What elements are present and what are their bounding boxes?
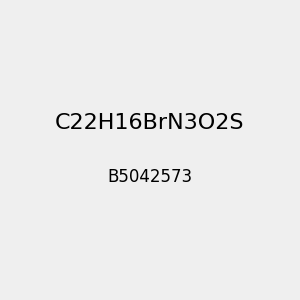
- Text: B5042573: B5042573: [107, 168, 193, 186]
- Text: C22H16BrN3O2S: C22H16BrN3O2S: [55, 113, 245, 133]
